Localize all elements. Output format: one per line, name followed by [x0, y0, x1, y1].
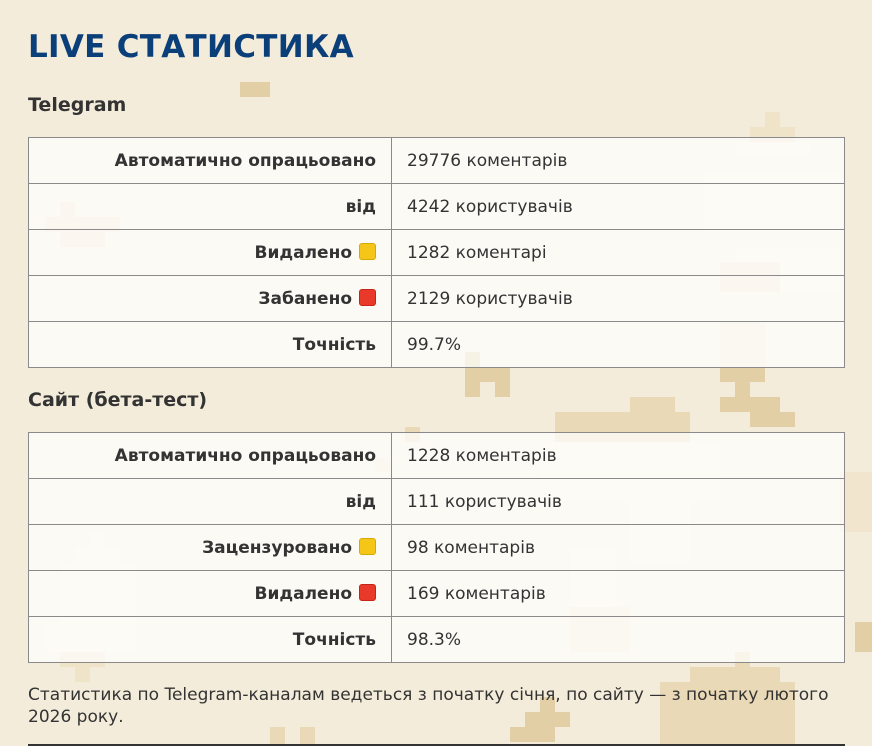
footnote: Статистика по Telegram-каналам ведеться …	[28, 685, 829, 727]
stat-value: 98.3%	[391, 616, 845, 663]
red-square-icon	[359, 288, 376, 306]
stat-value: 1228 коментарів	[391, 432, 845, 479]
stat-value: 99.7%	[391, 321, 845, 368]
table-row: від 4242 користувачів	[28, 183, 845, 230]
yellow-square-icon	[359, 537, 376, 555]
table-row: від 111 користувачів	[28, 478, 845, 525]
telegram-heading: Telegram	[28, 94, 127, 116]
site-heading: Сайт (бета-тест)	[28, 389, 208, 411]
stat-label: Видалено	[254, 583, 352, 604]
table-row: Точність 99.7%	[28, 321, 845, 368]
table-row: Автоматично опрацьовано 1228 коментарів	[28, 432, 845, 479]
stat-label: Точність	[28, 616, 392, 663]
stat-value: 169 коментарів	[391, 570, 845, 617]
stat-value: 1282 коментарі	[391, 229, 845, 276]
stat-label-cell: Зацензуровано	[28, 524, 392, 571]
stat-value: 2129 користувачів	[391, 275, 845, 322]
stat-value: 111 користувачів	[391, 478, 845, 525]
stat-label: Забанено	[258, 288, 352, 309]
stat-label-cell: Забанено	[28, 275, 392, 322]
stat-value: 98 коментарів	[391, 524, 845, 571]
stat-value: 29776 коментарів	[391, 137, 845, 184]
table-row: Забанено 2129 користувачів	[28, 275, 845, 322]
stat-label: Зацензуровано	[202, 537, 352, 558]
table-row: Точність 98.3%	[28, 616, 845, 663]
stat-label: від	[28, 478, 392, 525]
site-stats-table: Автоматично опрацьовано 1228 коментарів …	[28, 432, 845, 663]
stat-label: Автоматично опрацьовано	[28, 137, 392, 184]
table-row: Зацензуровано 98 коментарів	[28, 524, 845, 571]
stat-label: Видалено	[254, 242, 352, 263]
main-content: LIVE СТАТИСТИКА Telegram Автоматично опр…	[28, 29, 845, 727]
table-row: Автоматично опрацьовано 29776 коментарів	[28, 137, 845, 184]
stat-label-cell: Видалено	[28, 229, 392, 276]
yellow-square-icon	[359, 242, 376, 260]
stat-value: 4242 користувачів	[391, 183, 845, 230]
page-title: LIVE СТАТИСТИКА	[28, 29, 354, 65]
divider	[28, 744, 845, 746]
telegram-stats-table: Автоматично опрацьовано 29776 коментарів…	[28, 137, 845, 368]
stat-label-cell: Видалено	[28, 570, 392, 617]
red-square-icon	[359, 583, 376, 601]
stat-label: Точність	[28, 321, 392, 368]
table-row: Видалено 1282 коментарі	[28, 229, 845, 276]
table-row: Видалено 169 коментарів	[28, 570, 845, 617]
stat-label: Автоматично опрацьовано	[28, 432, 392, 479]
stat-label: від	[28, 183, 392, 230]
